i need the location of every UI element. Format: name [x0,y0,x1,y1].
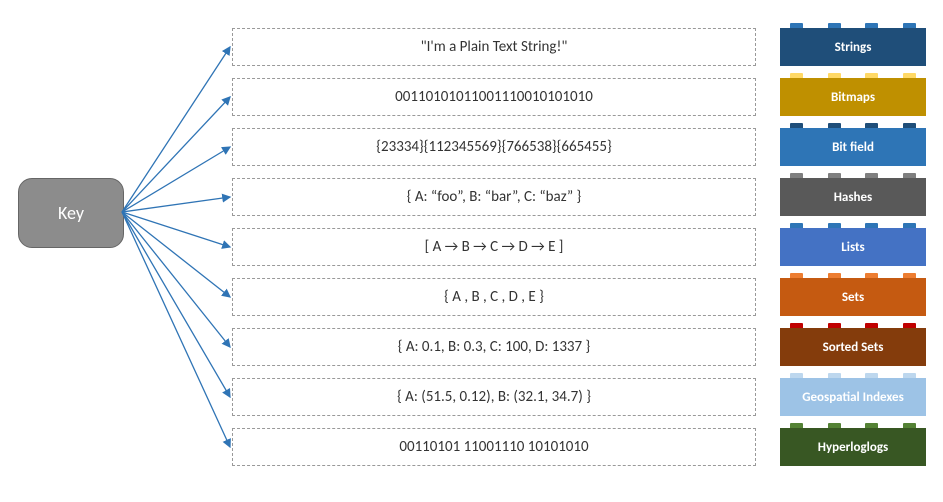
value-text: { A , B , C , D , E } [444,288,544,306]
arrow [122,212,230,397]
value-box: 00110101 11001110 10101010 [232,428,756,466]
type-label: Hyperloglogs [818,440,888,455]
type-label: Bitmaps [831,90,875,105]
value-box: { A , B , C , D , E } [232,278,756,316]
value-text: { A: (51.5, 0.12), B: (32.1, 34.7) } [397,388,591,406]
value-text: [ A → B → C → D → E ] [425,238,564,256]
type-label: Geospatial Indexes [802,390,904,405]
type-box: Hashes [780,178,926,216]
arrow [122,147,230,212]
arrow [122,212,230,297]
type-box: Sets [780,278,926,316]
type-box: Bitmaps [780,78,926,116]
value-box: 00110101011001110010101010 [232,78,756,116]
arrow [122,212,230,347]
type-box: Hyperloglogs [780,428,926,466]
arrow [122,197,230,212]
type-label: Strings [835,40,872,55]
type-box: Sorted Sets [780,328,926,366]
type-label: Sets [842,290,864,305]
type-box: Bit field [780,128,926,166]
value-box: { A: (51.5, 0.12), B: (32.1, 34.7) } [232,378,756,416]
arrow [122,212,230,447]
value-text: { A: 0.1, B: 0.3, C: 100, D: 1337 } [398,338,591,356]
type-label: Lists [841,240,864,255]
value-text: 00110101 11001110 10101010 [399,438,588,456]
arrow [122,97,230,212]
arrow [122,47,230,212]
value-text: {23334}{112345569}{766538}{665455} [376,138,611,156]
type-box: Geospatial Indexes [780,378,926,416]
value-box: { A: “foo”, B: “bar”, C: “baz” } [232,178,756,216]
value-box: { A: 0.1, B: 0.3, C: 100, D: 1337 } [232,328,756,366]
value-box: {23334}{112345569}{766538}{665455} [232,128,756,166]
value-text: "I'm a Plain Text String!" [421,38,568,56]
value-box: "I'm a Plain Text String!" [232,28,756,66]
type-box: Lists [780,228,926,266]
arrow [122,212,230,247]
value-text: 00110101011001110010101010 [395,88,593,106]
type-box: Strings [780,28,926,66]
key-node: Key [18,178,124,248]
value-text: { A: “foo”, B: “bar”, C: “baz” } [407,188,582,206]
type-label: Sorted Sets [823,340,884,355]
type-label: Bit field [832,140,874,155]
key-label: Key [58,202,84,224]
value-box: [ A → B → C → D → E ] [232,228,756,266]
type-label: Hashes [834,190,873,205]
